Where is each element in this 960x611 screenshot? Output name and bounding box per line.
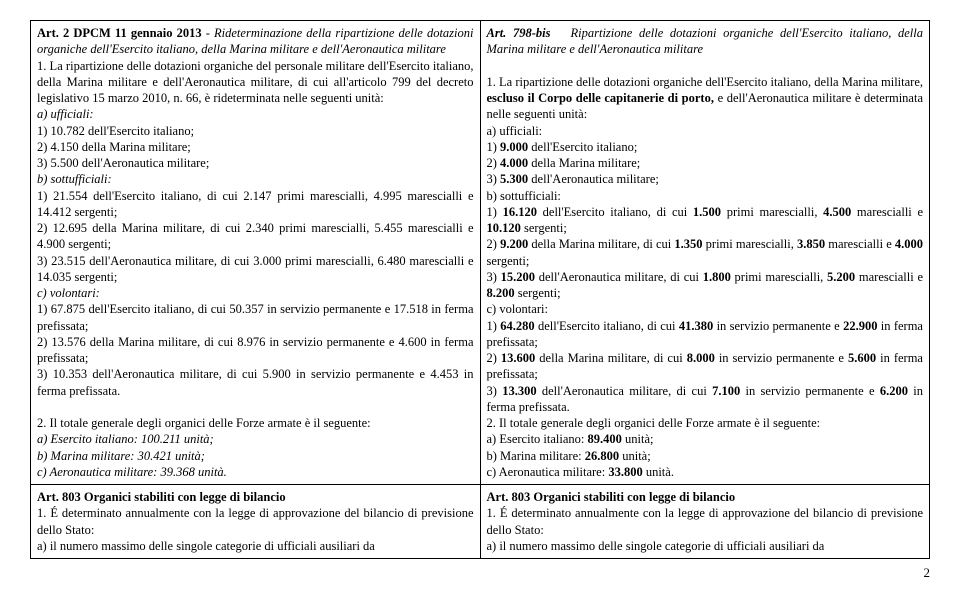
left-a-uff: a) ufficiali:	[37, 106, 474, 122]
left-c-vol: c) volontari:	[37, 285, 474, 301]
left-p1: 1. La ripartizione delle dotazioni organ…	[37, 58, 474, 107]
left-b2: 2) 12.695 della Marina militare, di cui …	[37, 220, 474, 253]
right-b3: 3) 15.200 dell'Aeronautica militare, di …	[487, 269, 924, 302]
right-c1: 1) 64.280 dell'Esercito italiano, di cui…	[487, 318, 924, 351]
right-title-prefix: Art. 798-bis	[487, 26, 551, 40]
right-a1: 1) 9.000 dell'Esercito italiano;	[487, 139, 924, 155]
right-tot-a: a) Esercito italiano: 89.400 unità;	[487, 431, 924, 447]
right-c-vol: c) volontari:	[487, 301, 924, 317]
right-cell-main: Art. 798-bis Ripartizione delle dotazion…	[480, 21, 930, 485]
left-a1: 1) 10.782 dell'Esercito italiano;	[37, 123, 474, 139]
left-a3: 3) 5.500 dell'Aeronautica militare;	[37, 155, 474, 171]
left-blank	[37, 399, 474, 415]
left-tot-a: a) Esercito italiano: 100.211 unità;	[37, 431, 474, 447]
left-tot-c: c) Aeronautica militare: 39.368 unità.	[37, 464, 474, 480]
right-b1: 1) 16.120 dell'Esercito italiano, di cui…	[487, 204, 924, 237]
right-b2: 2) 9.200 della Marina militare, di cui 1…	[487, 236, 924, 269]
right-gap	[487, 58, 924, 74]
left-cell-803: Art. 803 Organici stabiliti con legge di…	[31, 485, 481, 559]
right-p1: 1. La ripartizione delle dotazioni organ…	[487, 74, 924, 123]
left-tot-intro: 2. Il totale generale degli organici del…	[37, 415, 474, 431]
left-b1: 1) 21.554 dell'Esercito italiano, di cui…	[37, 188, 474, 221]
right-c2: 2) 13.600 della Marina militare, di cui …	[487, 350, 924, 383]
right-a2: 2) 4.000 della Marina militare;	[487, 155, 924, 171]
right-803-title: Art. 803 Organici stabiliti con legge di…	[487, 489, 924, 505]
page-number: 2	[30, 565, 930, 582]
left-title-prefix: Art. 2 DPCM 11 gennaio 2013	[37, 26, 202, 40]
left-c3: 3) 10.353 dell'Aeronautica militare, di …	[37, 366, 474, 399]
left-tot-b: b) Marina militare: 30.421 unità;	[37, 448, 474, 464]
left-b3: 3) 23.515 dell'Aeronautica militare, di …	[37, 253, 474, 286]
right-cell-803: Art. 803 Organici stabiliti con legge di…	[480, 485, 930, 559]
left-803-title: Art. 803 Organici stabiliti con legge di…	[37, 489, 474, 505]
left-803-p1: 1. É determinato annualmente con la legg…	[37, 505, 474, 538]
left-cell-main: Art. 2 DPCM 11 gennaio 2013 - Ridetermin…	[31, 21, 481, 485]
right-tot-b: b) Marina militare: 26.800 unità;	[487, 448, 924, 464]
left-a2: 2) 4.150 della Marina militare;	[37, 139, 474, 155]
right-title: Art. 798-bis Ripartizione delle dotazion…	[487, 25, 924, 58]
left-803-a: a) il numero massimo delle singole categ…	[37, 538, 474, 554]
left-c2: 2) 13.576 della Marina militare, di cui …	[37, 334, 474, 367]
left-title: Art. 2 DPCM 11 gennaio 2013 - Ridetermin…	[37, 25, 474, 58]
left-b-sot: b) sottufficiali:	[37, 171, 474, 187]
left-c1: 1) 67.875 dell'Esercito italiano, di cui…	[37, 301, 474, 334]
right-title-rest: Ripartizione delle dotazioni organiche d…	[487, 26, 924, 56]
right-a3: 3) 5.300 dell'Aeronautica militare;	[487, 171, 924, 187]
right-tot-intro: 2. Il totale generale degli organici del…	[487, 415, 924, 431]
right-tot-c: c) Aeronautica militare: 33.800 unità.	[487, 464, 924, 480]
comparison-table: Art. 2 DPCM 11 gennaio 2013 - Ridetermin…	[30, 20, 930, 559]
right-c3: 3) 13.300 dell'Aeronautica militare, di …	[487, 383, 924, 416]
right-803-p1: 1. É determinato annualmente con la legg…	[487, 505, 924, 538]
right-803-a: a) il numero massimo delle singole categ…	[487, 538, 924, 554]
right-b-sot: b) sottufficiali:	[487, 188, 924, 204]
right-a-uff: a) ufficiali:	[487, 123, 924, 139]
